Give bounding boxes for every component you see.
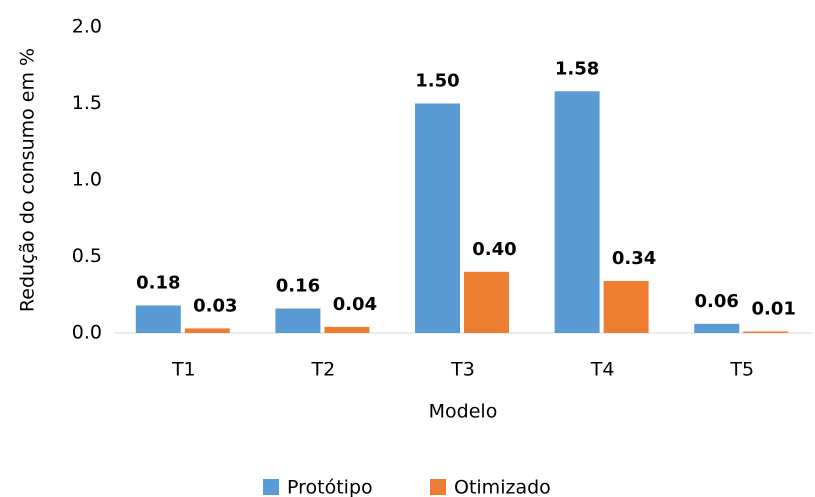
data-label: 1.58: [555, 58, 599, 79]
x-tick-label: T5: [729, 359, 754, 381]
data-label: 1.50: [415, 71, 459, 92]
y-tick-label: 1.0: [72, 169, 102, 191]
legend-swatch: [263, 479, 279, 495]
x-tick-label: T1: [171, 359, 196, 381]
bar: [184, 328, 230, 333]
data-label: 0.34: [612, 248, 656, 269]
bar: [694, 323, 740, 333]
data-label: 0.18: [136, 272, 180, 293]
data-label: 0.03: [193, 295, 237, 316]
bar: [415, 103, 460, 333]
y-tick-label: 2.0: [72, 16, 102, 38]
bar: [554, 91, 600, 333]
legend-label: Otimizado: [454, 477, 551, 497]
bar: [603, 280, 649, 333]
x-tick-label: T4: [590, 359, 615, 381]
bar: [743, 331, 789, 333]
data-label: 0.06: [694, 291, 738, 312]
bar: [275, 308, 321, 333]
y-tick-label: 0.0: [72, 322, 102, 344]
bar: [135, 305, 181, 333]
data-label: 0.40: [472, 239, 516, 260]
legend-label: Protótipo: [287, 477, 373, 497]
bar: [464, 271, 509, 333]
y-tick-label: 1.5: [72, 92, 102, 114]
data-label: 0.01: [751, 298, 795, 319]
x-axis-label: Modelo: [429, 401, 498, 423]
data-label: 0.04: [333, 294, 377, 315]
data-label: 0.16: [276, 276, 320, 297]
y-axis-label: Redução do consumo em %: [17, 48, 39, 312]
legend-swatch: [430, 479, 446, 495]
y-tick-label: 0.5: [72, 245, 102, 267]
x-tick-label: T3: [450, 359, 475, 381]
x-tick-label: T2: [311, 359, 336, 381]
bar: [324, 326, 370, 333]
